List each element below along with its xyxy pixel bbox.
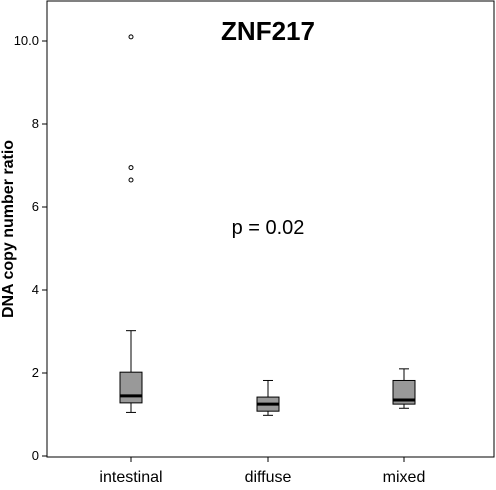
box-intestinal — [119, 34, 143, 413]
y-tick-label: 0 — [32, 448, 39, 463]
chart-title: ZNF217 — [221, 16, 315, 46]
x-category-label: diffuse — [245, 469, 292, 486]
y-tick-label: 10.0 — [14, 33, 39, 48]
box-diffuse — [256, 379, 280, 416]
outlier-point — [128, 177, 134, 183]
y-tick-label: 2 — [32, 365, 39, 380]
x-axis-labels: intestinal diffuse mixed — [99, 457, 425, 486]
outlier-point — [128, 34, 134, 40]
box-iqr — [392, 379, 416, 405]
p-value-annotation: p = 0.02 — [232, 217, 305, 239]
outlier-point — [128, 165, 134, 171]
plot-frame — [46, 0, 495, 458]
y-axis-title: DNA copy number ratio — [0, 140, 17, 318]
x-category-label: mixed — [383, 469, 426, 486]
y-tick-label: 4 — [32, 282, 39, 297]
box-iqr — [119, 371, 143, 404]
y-tick-label: 8 — [32, 116, 39, 131]
y-tick-label: 6 — [32, 199, 39, 214]
box-mixed — [392, 368, 416, 409]
x-category-label: intestinal — [99, 469, 162, 486]
box-series — [119, 34, 416, 416]
y-axis-ticks: 0 2 4 6 8 10.0 — [14, 33, 47, 463]
